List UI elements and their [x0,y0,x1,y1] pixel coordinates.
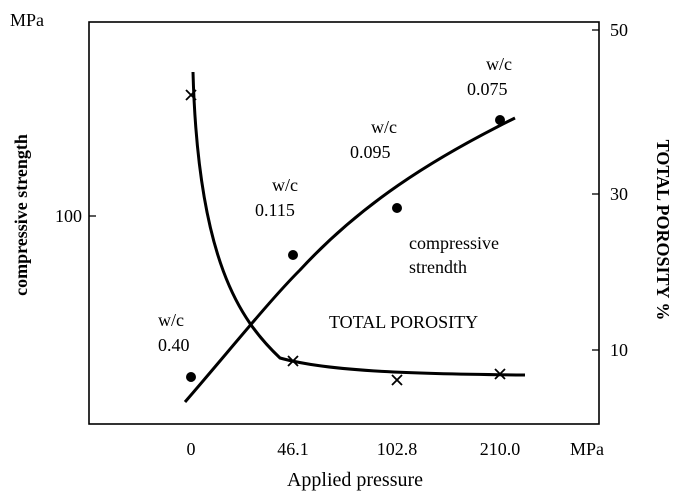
compressive-strength-curve [183,116,516,403]
wc-label-3-line2: 0.075 [467,79,508,99]
wc-label-0-line1: w/c [158,310,184,330]
strength-series-label-line2: strendth [409,257,467,277]
strength-point-0 [186,372,196,382]
x-axis-unit: MPa [570,439,604,459]
porosity-point-3 [494,368,506,380]
porosity-point-1 [287,355,299,367]
right-tick-label-50: 50 [610,20,628,40]
porosity-point-2 [391,374,403,386]
total-porosity-curve [191,71,526,377]
strength-series-label-line1: compressive [409,233,499,253]
x-axis-label: Applied pressure [287,469,423,491]
wc-label-1-line2: 0.115 [255,200,295,220]
wc-label-2-line2: 0.095 [350,142,391,162]
right-tick-label-30: 30 [610,184,628,204]
x-tick-label-1: 46.1 [277,439,309,459]
strength-point-3 [495,115,505,125]
porosity-series-label: TOTAL POROSITY [329,312,478,332]
porosity-point-0 [185,89,197,101]
wc-label-3-line1: w/c [486,54,512,74]
porosity-markers [185,89,506,386]
left-axis-label: compressive strength [11,134,31,296]
right-tick-label-10: 10 [610,340,628,360]
strength-point-1 [288,250,298,260]
x-tick-label-3: 210.0 [480,439,521,459]
right-axis-label: TOTAL POROSITY % [653,140,673,321]
x-tick-label-2: 102.8 [377,439,418,459]
x-tick-label-0: 0 [187,439,196,459]
left-tick-label: 100 [55,206,82,226]
wc-label-0-line2: 0.40 [158,335,190,355]
plot-frame [88,21,600,425]
strength-point-2 [392,203,402,213]
wc-label-2-line1: w/c [371,117,397,137]
wc-label-1-line1: w/c [272,175,298,195]
left-axis-unit: MPa [10,10,44,30]
